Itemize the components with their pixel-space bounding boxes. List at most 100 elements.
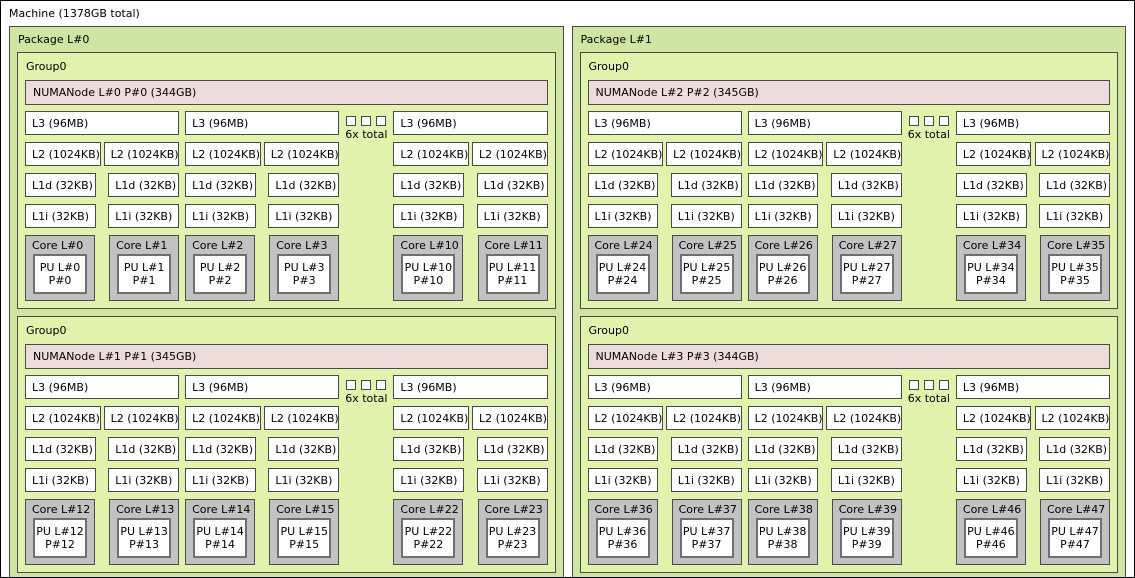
pu-label: PU L#39 [842, 525, 891, 538]
l1i-cache: L1i (32KB) [955, 204, 1027, 228]
l2-cache-row: L2 (1024KB) L2 (1024KB) [955, 142, 1110, 173]
l2-cache-row: L2 (1024KB) L2 (1024KB) [25, 142, 180, 173]
pu: PU L#1 P#1 [117, 254, 172, 294]
pu: PU L#38 P#38 [755, 518, 810, 558]
pu-label: PU L#12 [36, 525, 84, 538]
core-label: Core L#25 [678, 239, 737, 252]
core: Core L#2 PU L#2 P#2 [185, 235, 256, 301]
pu-label: P#1 [132, 274, 156, 287]
l1i-cache: L1i (32KB) [747, 204, 819, 228]
l2-cache: L2 (1024KB) [472, 406, 548, 430]
pu: PU L#23 P#23 [485, 518, 540, 558]
pu-label: PU L#26 [758, 261, 807, 274]
core: Core L#3 PU L#3 P#3 [269, 235, 340, 301]
core-label: Core L#11 [484, 239, 543, 252]
l2-cache-row: L2 (1024KB) L2 (1024KB) [25, 406, 180, 437]
pu-label: P#2 [208, 274, 232, 287]
l2-cache-row: L2 (1024KB) L2 (1024KB) [955, 406, 1110, 437]
pu-label: PU L#13 [120, 525, 168, 538]
core: Core L#15 PU L#15 P#15 [269, 499, 340, 565]
l1d-cache-row: L1d (32KB) L1d (32KB) [393, 173, 548, 204]
numanode: NUMANode L#3 P#3 (344GB) [587, 344, 1110, 369]
core-label: Core L#46 [962, 503, 1022, 516]
l1d-cache-row: L1d (32KB) L1d (32KB) [25, 173, 180, 204]
core: Core L#22 PU L#22 P#22 [393, 499, 464, 565]
collapsed-indicator: 6x total [345, 111, 387, 301]
l2-cache: L2 (1024KB) [955, 406, 1032, 430]
pu-label: P#10 [413, 274, 444, 287]
pu-label: PU L#15 [280, 525, 328, 538]
pu: PU L#22 P#22 [401, 518, 456, 558]
pu: PU L#37 P#37 [679, 518, 734, 558]
group: Group0 NUMANode L#3 P#3 (344GB) L3 (96MB) L… [579, 316, 1118, 573]
l3-cache: L3 (96MB) [185, 111, 340, 135]
l1d-cache: L1d (32KB) [587, 437, 659, 461]
pu: PU L#27 P#27 [839, 254, 894, 294]
core-row: Core L#12 PU L#12 P#12 Core L#13 PU L#13 P#13 [25, 499, 180, 565]
pu-label: PU L#36 [598, 525, 647, 538]
l1i-cache-row: L1i (32KB) L1i (32KB) [185, 468, 340, 499]
l1i-cache: L1i (32KB) [476, 204, 548, 228]
pu-label: PU L#47 [1051, 525, 1099, 538]
collapsed-indicator: 6x total [908, 111, 950, 301]
pu-label: PU L#10 [404, 261, 453, 274]
l2-cache: L2 (1024KB) [666, 142, 742, 166]
pu-label: P#36 [607, 538, 638, 551]
l1d-cache: L1d (32KB) [670, 173, 742, 197]
l3-cluster: L3 (96MB) L2 (1024KB) L2 (1024KB) L1d (32KB… [955, 111, 1110, 301]
l1d-cache-row: L1d (32KB) L1d (32KB) [185, 173, 340, 204]
pu-label: P#47 [1060, 538, 1090, 551]
l1d-cache-row: L1d (32KB) L1d (32KB) [25, 437, 180, 468]
l1i-cache: L1i (32KB) [1039, 204, 1110, 228]
numanode-label: NUMANode L#3 P#3 (344GB) [595, 350, 759, 363]
core: Core L#24 PU L#24 P#24 [587, 235, 658, 301]
pu-label: P#39 [851, 538, 882, 551]
pu-label: PU L#11 [488, 261, 537, 274]
core: Core L#38 PU L#38 P#38 [747, 499, 818, 565]
machine-label: Machine (1378GB total) [9, 7, 140, 20]
collapsed-squares [908, 380, 950, 390]
core-label: Core L#13 [116, 503, 175, 516]
core-row: Core L#0 PU L#0 P#0 Core L#1 PU L#1 P#1 [25, 235, 180, 301]
cluster-row: L3 (96MB) L2 (1024KB) L2 (1024KB) L1d (32KB… [587, 375, 1110, 565]
core: Core L#39 PU L#39 P#39 [831, 499, 902, 565]
pu: PU L#13 P#13 [117, 518, 172, 558]
l1d-cache: L1d (32KB) [1039, 173, 1110, 197]
collapsed-count: 6x total [907, 128, 950, 141]
core-row: Core L#34 PU L#34 P#34 Core L#35 PU L#35 P#35 [955, 235, 1110, 301]
core-row: Core L#36 PU L#36 P#36 Core L#37 PU L#37 P#37 [587, 499, 742, 565]
pu-label: PU L#37 [682, 525, 731, 538]
l1d-cache: L1d (32KB) [268, 437, 340, 461]
collapsed-square-icon [346, 380, 357, 390]
l1i-cache: L1i (32KB) [830, 468, 902, 492]
l2-cache: L2 (1024KB) [185, 142, 261, 166]
l2-cache: L2 (1024KB) [25, 142, 101, 166]
collapsed-square-icon [346, 116, 357, 126]
pu-label: P#15 [289, 538, 320, 551]
group: Group0 NUMANode L#0 P#0 (344GB) L3 (96MB) L… [17, 52, 556, 309]
l1i-cache-row: L1i (32KB) L1i (32KB) [747, 468, 902, 499]
l1i-cache-row: L1i (32KB) L1i (32KB) [25, 204, 180, 235]
core-label: Core L#24 [594, 239, 653, 252]
l1d-cache: L1d (32KB) [670, 437, 742, 461]
pu-label: P#24 [607, 274, 638, 287]
core-label: Core L#23 [484, 503, 543, 516]
group-label: Group0 [588, 324, 630, 337]
l2-cache: L2 (1024KB) [587, 406, 663, 430]
numanode: NUMANode L#2 P#2 (345GB) [587, 80, 1110, 105]
l2-cache: L2 (1024KB) [263, 142, 340, 166]
pu-label: PU L#46 [967, 525, 1015, 538]
l1d-cache-row: L1d (32KB) L1d (32KB) [393, 437, 548, 468]
l3-cluster: L3 (96MB) L2 (1024KB) L2 (1024KB) L1d (32KB… [393, 375, 548, 565]
pu-label: PU L#35 [1051, 261, 1099, 274]
l2-cache-row: L2 (1024KB) L2 (1024KB) [185, 406, 340, 437]
core-label: Core L#2 [192, 239, 244, 252]
group-label: Group0 [26, 324, 67, 337]
l1d-cache-row: L1d (32KB) L1d (32KB) [955, 173, 1110, 204]
core-label: Core L#39 [838, 503, 898, 516]
core: Core L#35 PU L#35 P#35 [1040, 235, 1110, 301]
core-label: Core L#1 [116, 239, 168, 252]
core: Core L#26 PU L#26 P#26 [747, 235, 818, 301]
core-label: Core L#37 [678, 503, 737, 516]
pu-label: P#14 [205, 538, 236, 551]
